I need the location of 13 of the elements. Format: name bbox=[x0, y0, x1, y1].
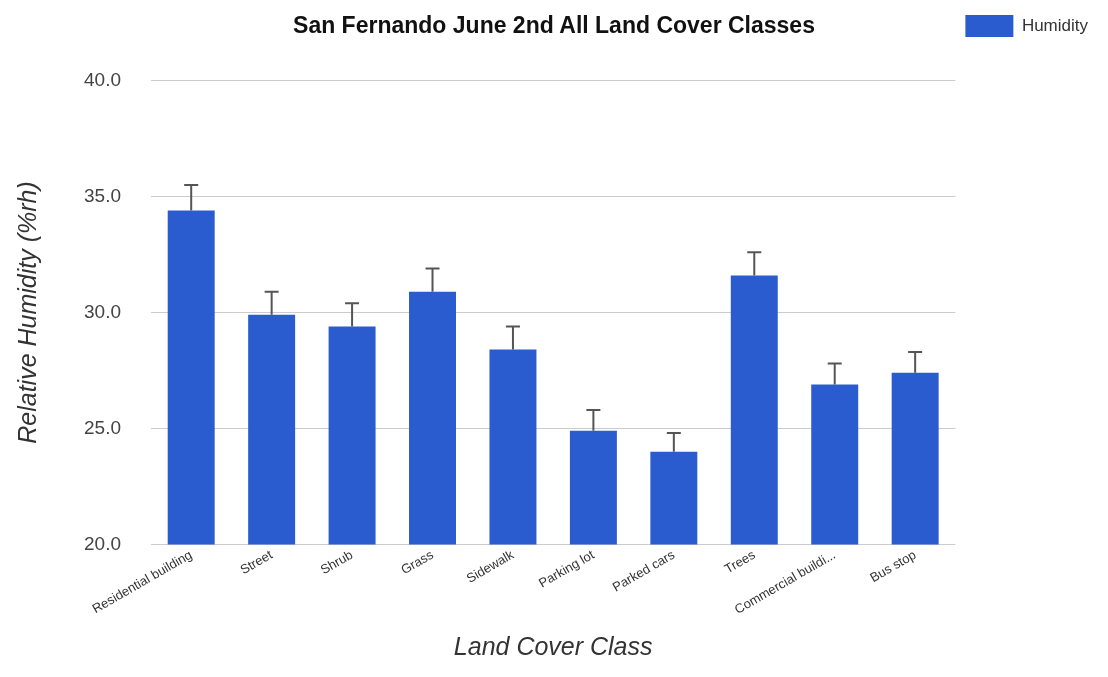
y-tick-label: 35.0 bbox=[84, 184, 121, 206]
y-tick-label: 25.0 bbox=[84, 416, 121, 438]
y-tick-label: 20.0 bbox=[84, 532, 121, 554]
x-axis-title: Land Cover Class bbox=[453, 631, 653, 660]
x-tick-label: Trees bbox=[721, 546, 758, 577]
chart-title: San Fernando June 2nd All Land Cover Classes bbox=[293, 12, 815, 39]
x-tick-label: Shrub bbox=[317, 546, 356, 578]
x-tick-label: Bus stop bbox=[867, 546, 919, 586]
legend-label: Humidity bbox=[1021, 15, 1089, 35]
y-tick-label: 40.0 bbox=[84, 68, 121, 90]
x-tick-label: Grass bbox=[398, 546, 437, 578]
y-tick-label: 30.0 bbox=[84, 300, 121, 322]
y-axis-title: Relative Humidity (%rh) bbox=[12, 181, 41, 444]
